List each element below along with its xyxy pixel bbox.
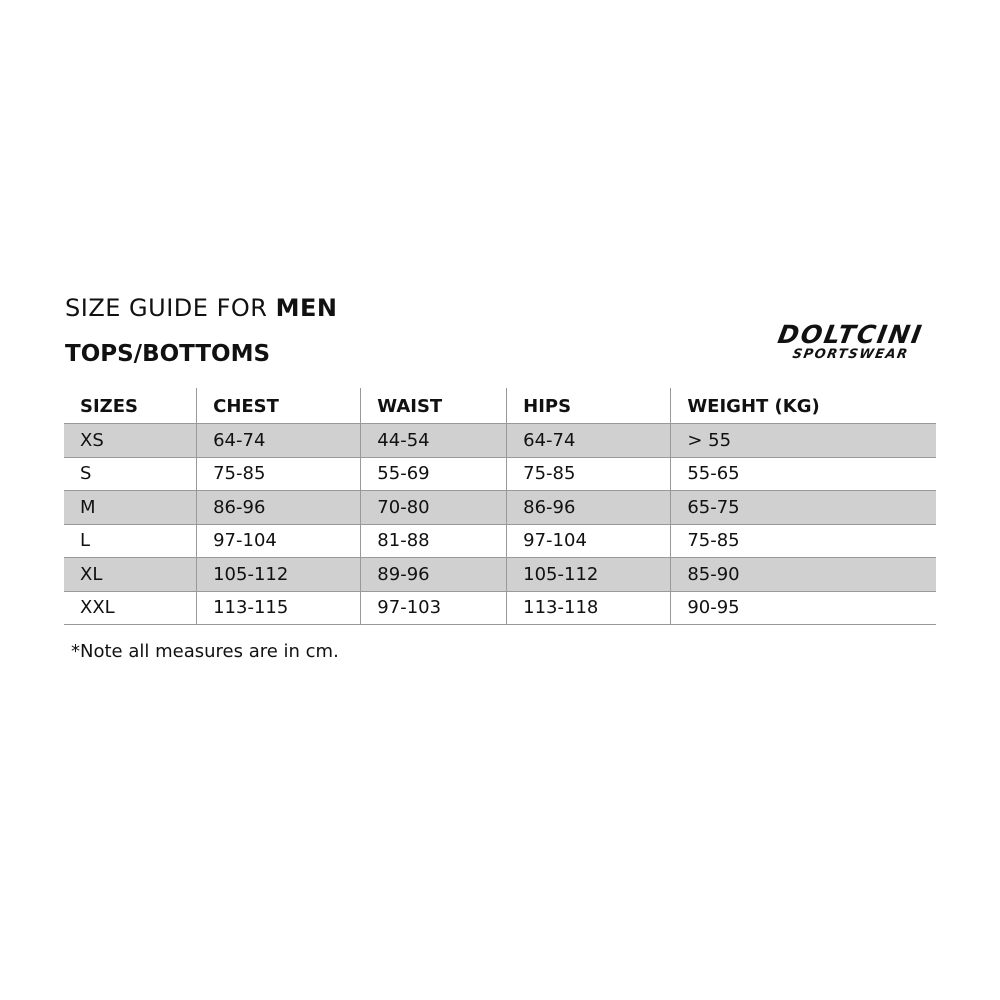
- table-cell: 81-88: [360, 524, 507, 558]
- table-cell: 64-74: [506, 423, 671, 457]
- logo-wordmark: DOLTCINI: [775, 320, 926, 349]
- table-cell: 113-115: [196, 591, 361, 625]
- table-row: S 75-85 55-69 75-85 55-65: [64, 457, 936, 491]
- table-cell: S: [80, 463, 92, 485]
- table-cell: 75-85: [670, 524, 936, 558]
- table-cell: > 55: [670, 423, 936, 457]
- table-cell: 86-96: [506, 490, 671, 524]
- column-header: WEIGHT (KG): [670, 388, 936, 424]
- table-cell: 70-80: [360, 490, 507, 524]
- table-row: XL 105-112 89-96 105-112 85-90: [64, 557, 936, 591]
- table-cell: L: [80, 530, 91, 552]
- title-prefix: SIZE GUIDE FOR: [65, 294, 268, 322]
- table-cell: XXL: [80, 597, 115, 619]
- table-row: L 97-104 81-88 97-104 75-85: [64, 524, 936, 558]
- column-header: SIZES: [80, 396, 138, 417]
- table-cell: XS: [64, 423, 197, 457]
- brand-logo: DOLTCINI SPORTSWEAR: [768, 320, 933, 362]
- table-cell: 44-54: [360, 423, 507, 457]
- logo-tagline: SPORTSWEAR: [791, 347, 910, 362]
- page-title: SIZE GUIDE FOR MEN: [65, 294, 337, 322]
- footnote: *Note all measures are in cm.: [71, 641, 339, 662]
- table-row: XXL 113-115 97-103 113-118 90-95: [64, 591, 936, 625]
- table-header-row: SIZES CHEST WAIST HIPS WEIGHT (KG): [64, 388, 936, 424]
- table-cell: 65-75: [670, 490, 936, 524]
- table-cell: 55-65: [670, 457, 936, 491]
- table-cell: 113-118: [506, 591, 671, 625]
- section-title: TOPS/BOTTOMS: [65, 341, 271, 367]
- title-gender: MEN: [275, 294, 338, 322]
- table-row: XS 64-74 44-54 64-74 > 55: [64, 423, 936, 457]
- table-cell: 86-96: [196, 490, 361, 524]
- table-row: M 86-96 70-80 86-96 65-75: [64, 490, 936, 524]
- table-cell: 85-90: [670, 557, 936, 591]
- table-cell: M: [64, 490, 197, 524]
- table-cell: 97-103: [360, 591, 507, 625]
- table-cell: 105-112: [506, 557, 671, 591]
- table-cell: 90-95: [670, 591, 936, 625]
- table-cell: 97-104: [196, 524, 361, 558]
- column-header: WAIST: [360, 388, 507, 424]
- table-cell: 75-85: [196, 457, 361, 491]
- table-cell: 97-104: [506, 524, 671, 558]
- table-cell: XL: [64, 557, 197, 591]
- column-header: HIPS: [506, 388, 671, 424]
- table-cell: 89-96: [360, 557, 507, 591]
- table-cell: 75-85: [506, 457, 671, 491]
- table-cell: 55-69: [360, 457, 507, 491]
- column-header: CHEST: [196, 388, 361, 424]
- size-table: SIZES CHEST WAIST HIPS WEIGHT (KG) XS 64-74 44…: [64, 388, 936, 625]
- table-cell: 64-74: [196, 423, 361, 457]
- table-cell: 105-112: [196, 557, 361, 591]
